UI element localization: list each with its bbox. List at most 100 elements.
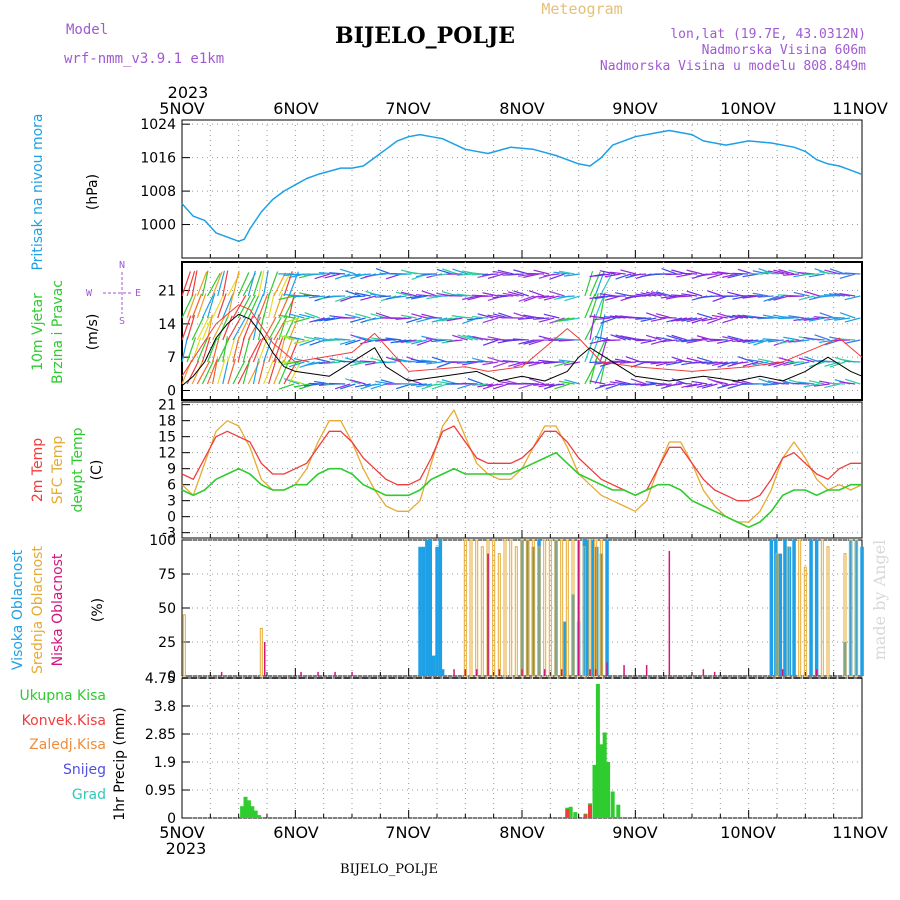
cloud-bar: [605, 540, 609, 676]
wind-arrow: [436, 338, 453, 341]
wind-arrow: [513, 290, 529, 297]
wind-arrow: [711, 314, 728, 319]
wind-arrow: [717, 312, 733, 319]
wind-arrow: [227, 317, 242, 341]
wind-arrow: [660, 295, 677, 299]
precip-bar: [568, 806, 573, 818]
cloud-bar: [775, 553, 779, 677]
wind-arrow: [497, 294, 514, 297]
cloud-bar: [554, 540, 558, 676]
wind-arrow: [457, 334, 473, 341]
wind-arrow: [665, 361, 682, 366]
wind-arrow: [421, 359, 438, 363]
wind-arrow: [691, 361, 708, 364]
wind-arrow: [212, 316, 226, 341]
wind-arrow: [609, 315, 626, 319]
wind-arrow: [498, 312, 514, 319]
wind-arrow: [257, 293, 269, 319]
wind-arrow: [752, 292, 769, 297]
cloud-bar: [606, 662, 608, 676]
wind-arrow: [191, 316, 205, 341]
cloud-bar: [778, 553, 783, 676]
wind-arrow: [732, 314, 749, 319]
wind-arrow: [268, 316, 282, 341]
wind-arrow: [737, 314, 754, 319]
wind-arrow: [686, 317, 703, 323]
cloud-bar: [464, 669, 467, 676]
cloud-bar: [786, 546, 790, 677]
wind-arrow: [691, 338, 708, 341]
wind-arrow: [701, 383, 718, 389]
temp-ylabel: 2m Temp SFC Temp dewpt Temp (C): [30, 427, 105, 512]
wind-arrow: [477, 313, 494, 319]
wind-arrow: [563, 317, 580, 322]
wind-arrow: [472, 315, 489, 319]
wind-arrow: [502, 292, 519, 297]
wind-arrow: [278, 293, 290, 319]
wind-arrow: [752, 270, 769, 275]
wind-arrow: [436, 317, 453, 322]
wind-arrow: [609, 271, 626, 275]
wind-arrow: [722, 273, 739, 278]
wind-arrow: [370, 383, 387, 390]
cloud-bar: [537, 546, 541, 677]
wind-arrow: [416, 383, 433, 388]
precip-bar: [565, 809, 570, 818]
wind-arrow: [681, 272, 698, 275]
cloud-bar: [560, 539, 564, 677]
wind-arrow: [676, 273, 693, 278]
wind-arrow: [554, 383, 570, 390]
lonlat-label: lon,lat (19.7E, 43.0312N): [670, 27, 866, 42]
wind-arrow: [370, 313, 387, 319]
wind-arrow: [288, 336, 305, 341]
wind-arrow: [767, 270, 784, 275]
wind-arrow: [400, 291, 417, 297]
wind-arrow: [355, 313, 371, 319]
wind-arrow: [268, 292, 275, 319]
bottom-station-label: BIJELO_POLJE: [340, 862, 438, 877]
wind-arrow: [523, 273, 540, 278]
wind-arrow: [263, 337, 273, 363]
watermark: made by Angel: [870, 540, 889, 661]
cloud-bar: [487, 553, 489, 676]
wind-arrow: [737, 339, 754, 343]
wind-arrow: [604, 316, 621, 319]
wind-arrow: [329, 382, 346, 385]
series-line: [181, 425, 862, 502]
wind-arrow: [589, 380, 606, 385]
wind-arrow: [405, 339, 422, 344]
wind-arrow: [844, 378, 861, 385]
wind-arrow: [466, 317, 483, 321]
model-name: wrf-nmm_v3.9.1 e1km: [64, 51, 224, 67]
cloud-bar: [182, 614, 186, 677]
wind-arrow: [252, 271, 263, 297]
cloud-ylabel-unit: (%): [90, 598, 106, 622]
wind-arrow: [778, 339, 795, 345]
series-line: [181, 409, 863, 523]
x-axis-top: 5NOV 6NOV 7NOV 8NOV 9NOV 10NOV 11NOV: [159, 99, 888, 118]
wind-arrow: [446, 317, 463, 322]
wind-arrow: [461, 382, 478, 385]
y-tick-label: 18: [158, 414, 176, 430]
cloud-bar: [820, 539, 824, 677]
wind-arrow: [655, 383, 672, 387]
wind-arrow: [834, 272, 851, 275]
wind-arrow: [594, 338, 607, 363]
cloud-bar: [781, 669, 784, 676]
wind-arrow: [298, 313, 315, 319]
wind-arrow: [181, 294, 194, 319]
product-title: Meteogram: [541, 0, 622, 18]
wind-arrow: [288, 313, 305, 319]
wind-arrow: [452, 334, 468, 341]
wind-arrow: [533, 361, 550, 364]
wind-arrow: [217, 358, 226, 385]
wind-arrow: [406, 378, 422, 385]
wind-arrow: [589, 295, 606, 300]
wind-arrow: [360, 295, 376, 301]
cloud-bar: [421, 546, 426, 676]
wind-arrow: [558, 380, 575, 385]
wind-arrow: [512, 338, 529, 341]
pressure-ylabel-unit: (hPa): [85, 174, 101, 210]
cloud-bar: [431, 655, 436, 676]
temp-ylabel-unit: (C): [89, 460, 105, 481]
